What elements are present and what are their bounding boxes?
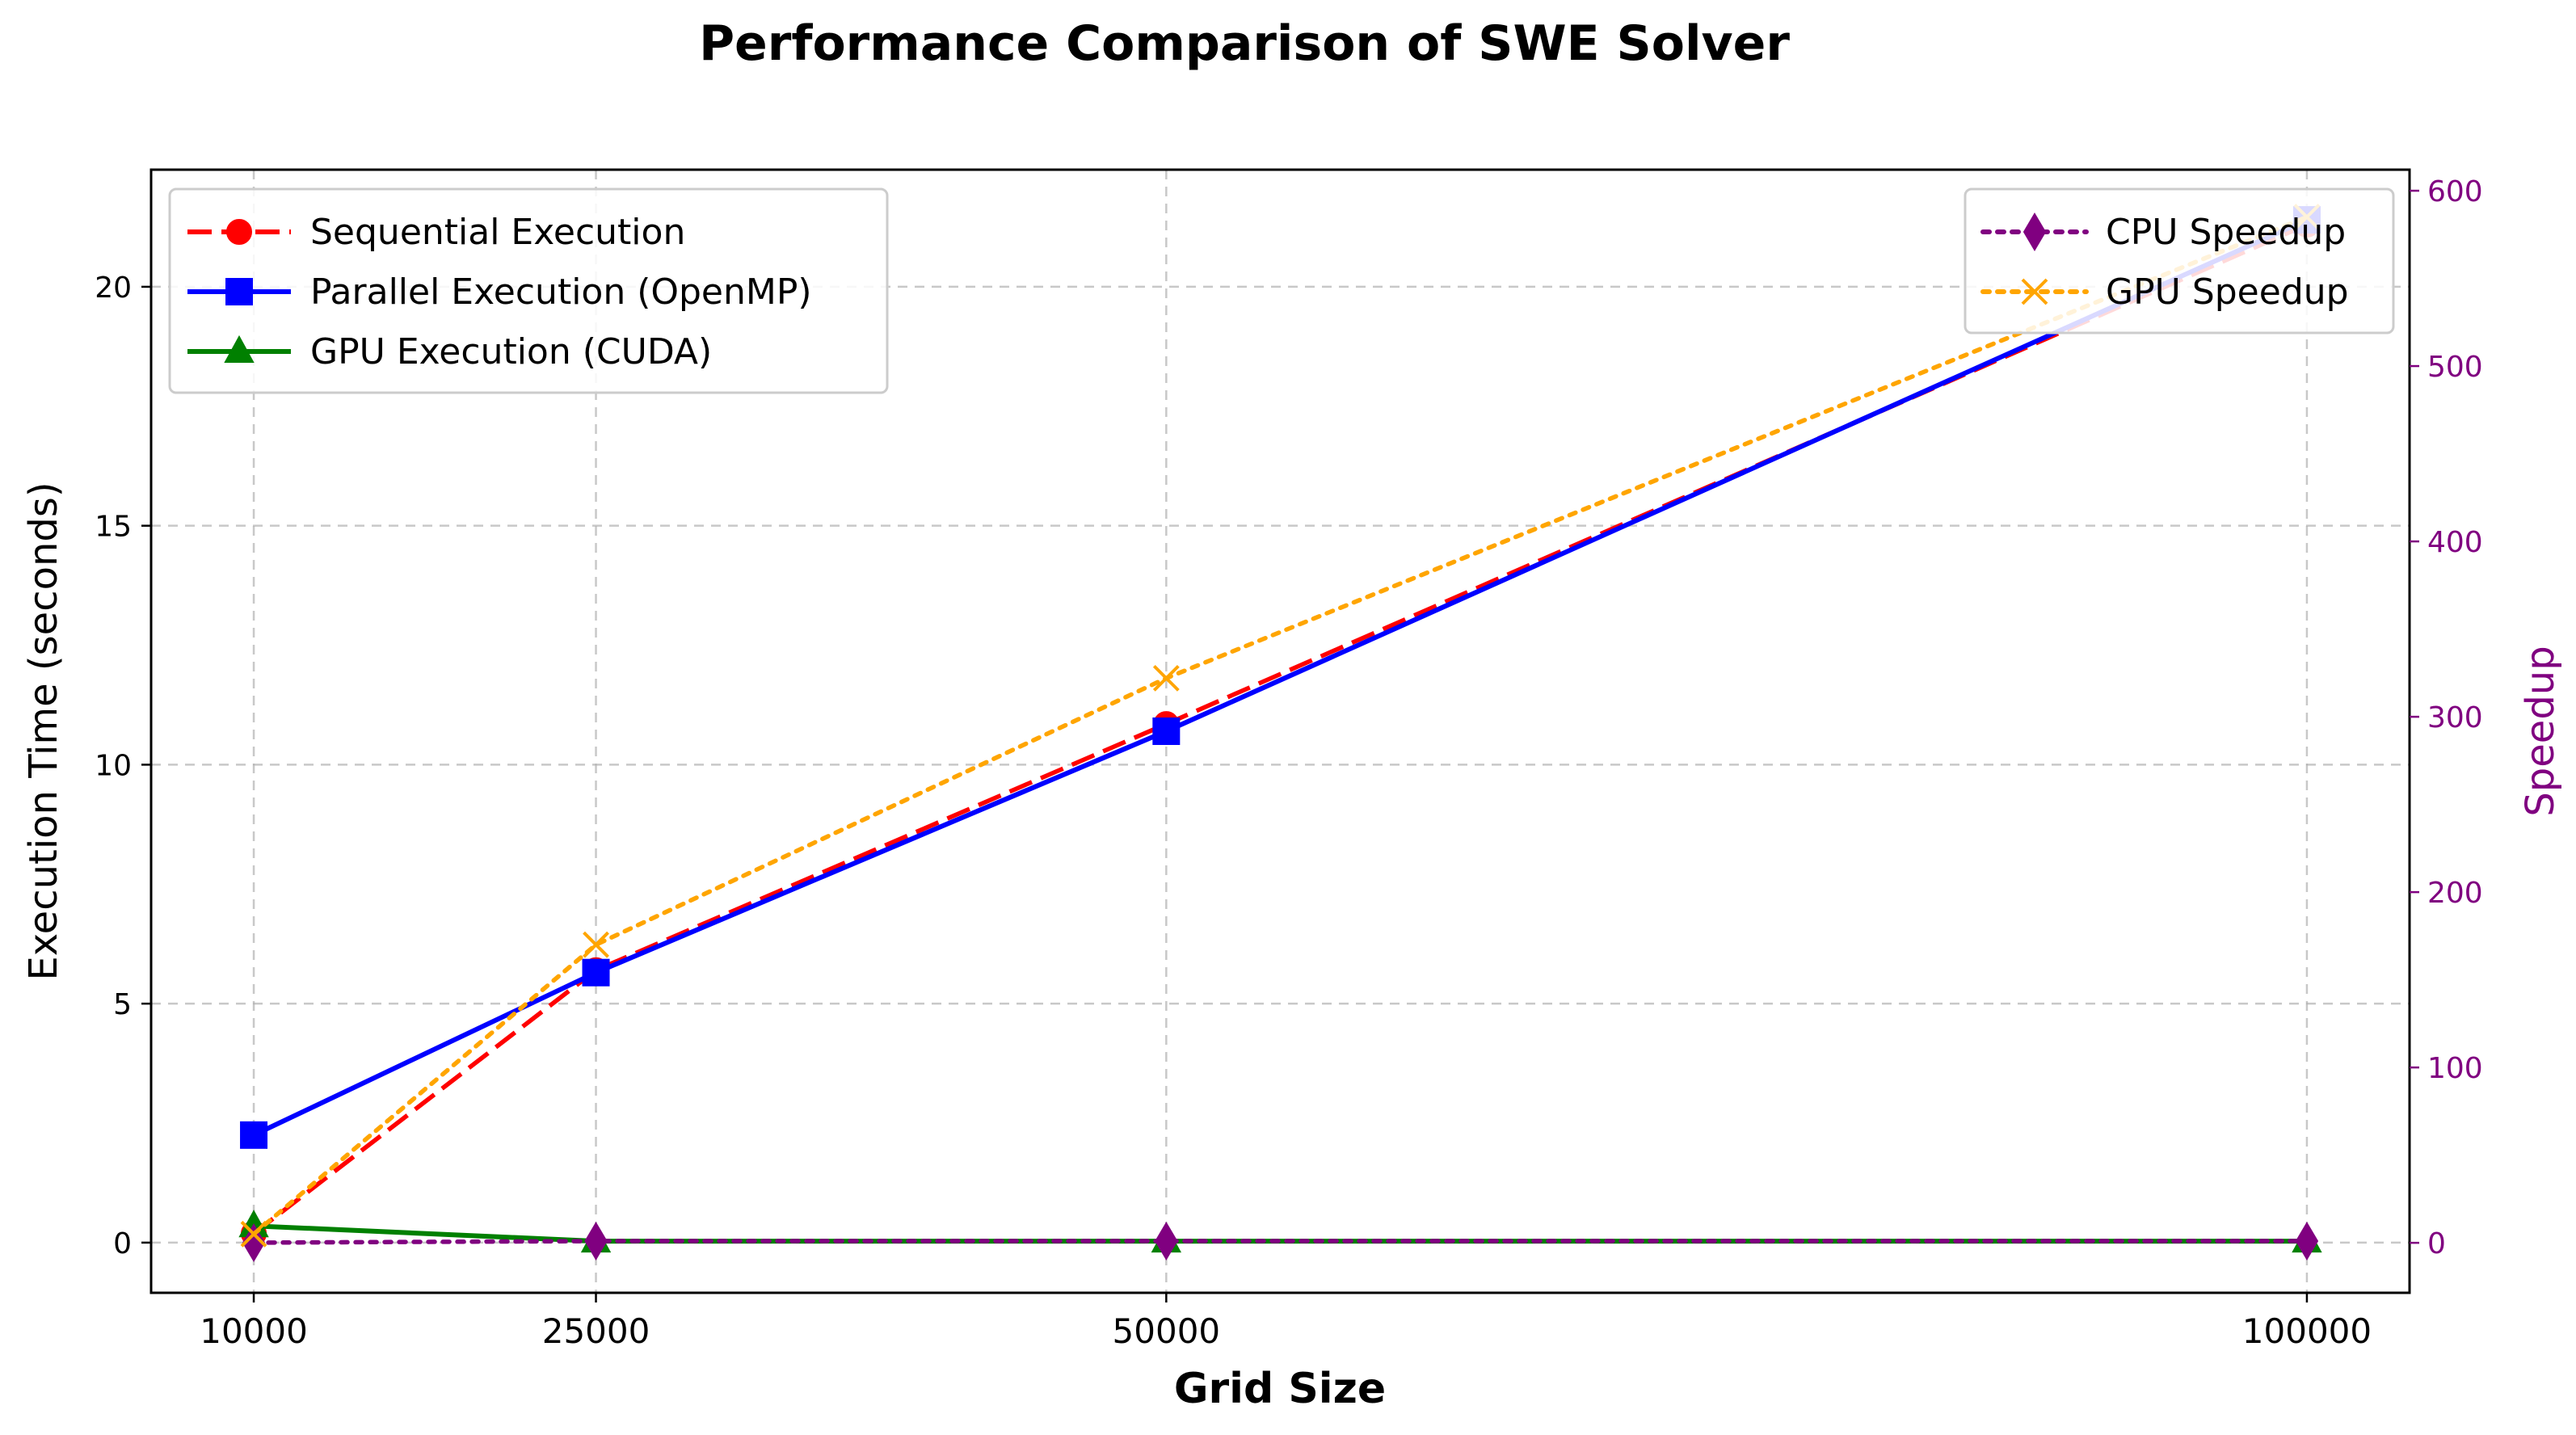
legend-frame bbox=[1964, 187, 2395, 335]
x-axis-label: Grid Size bbox=[1174, 1365, 1386, 1413]
plot-frame bbox=[149, 168, 2411, 1294]
data-point-parallel-execution-openmp bbox=[582, 958, 610, 987]
data-point-cpu-speedup bbox=[1155, 1222, 1178, 1260]
data-point-parallel-execution-openmp bbox=[1152, 718, 1181, 745]
x-tick-label: 25000 bbox=[542, 1311, 650, 1351]
x-axis-ticks: 10000 25000 50000 100000 bbox=[200, 1293, 2372, 1351]
series-gpu-speedup bbox=[240, 204, 2321, 1248]
series-cpu-speedup bbox=[242, 1222, 2319, 1262]
legend-label: Sequential Execution bbox=[310, 212, 685, 253]
data-point-gpu-speedup bbox=[1152, 664, 1180, 692]
y-axis-label: Execution Time (seconds) bbox=[21, 482, 66, 980]
legend-label: GPU Speedup bbox=[2106, 271, 2349, 313]
legend-right: CPU Speedup GPU Speedup bbox=[1964, 187, 2395, 335]
legend-label: Parallel Execution (OpenMP) bbox=[310, 271, 812, 313]
data-point-cpu-speedup bbox=[242, 1223, 266, 1262]
chart-title: Performance Comparison of SWE Solver bbox=[699, 15, 1790, 72]
right-tick-label: 100 bbox=[2427, 1052, 2483, 1085]
legend-label: GPU Execution (CUDA) bbox=[310, 331, 712, 372]
legend-marker bbox=[2021, 278, 2048, 305]
left-tick-label: 10 bbox=[95, 749, 132, 782]
series-gpu-execution-cuda bbox=[238, 1210, 2322, 1253]
legend-entry: GPU Execution (CUDA) bbox=[187, 331, 712, 372]
right-tick-label: 200 bbox=[2427, 877, 2483, 910]
legend-entry: GPU Speedup bbox=[1980, 271, 2349, 313]
legend-frame bbox=[168, 187, 889, 394]
left-tick-label: 5 bbox=[113, 988, 132, 1021]
left-tick-label: 0 bbox=[113, 1227, 132, 1260]
x-tick-label: 100000 bbox=[2242, 1311, 2372, 1351]
data-point-gpu-speedup bbox=[240, 1220, 267, 1248]
legend-entry: CPU Speedup bbox=[1980, 212, 2346, 253]
legend-marker bbox=[226, 219, 252, 245]
left-tick-label: 15 bbox=[95, 511, 132, 544]
plot-series bbox=[238, 204, 2322, 1262]
left-axis-ticks: 0 5 10 15 20 bbox=[95, 271, 151, 1260]
legend-label: CPU Speedup bbox=[2106, 212, 2346, 253]
right-tick-label: 300 bbox=[2427, 701, 2483, 734]
legend-entry: Parallel Execution (OpenMP) bbox=[187, 271, 812, 313]
right-tick-label: 500 bbox=[2427, 351, 2483, 384]
data-point-parallel-execution-openmp bbox=[240, 1121, 268, 1149]
legend-left: Sequential Execution Parallel Execution (… bbox=[168, 187, 889, 394]
right-tick-label: 0 bbox=[2427, 1227, 2446, 1260]
right-axis-label: Speedup bbox=[2518, 646, 2563, 816]
series-line-parallel-execution-openmp bbox=[252, 217, 2309, 1138]
data-point-cpu-speedup bbox=[584, 1222, 608, 1260]
legend-marker bbox=[224, 335, 255, 363]
series-line-gpu-speedup bbox=[251, 214, 2309, 1237]
series-line-cpu-speedup bbox=[251, 1239, 2309, 1245]
data-point-cpu-speedup bbox=[2295, 1222, 2319, 1260]
x-tick-label: 10000 bbox=[200, 1311, 308, 1351]
left-tick-label: 20 bbox=[95, 271, 132, 305]
x-tick-label: 50000 bbox=[1113, 1311, 1221, 1351]
right-axis-ticks: 0 100 200 300 400 500 600 bbox=[2410, 175, 2483, 1260]
right-tick-label: 400 bbox=[2427, 526, 2483, 559]
data-point-gpu-speedup bbox=[583, 931, 609, 958]
right-tick-label: 600 bbox=[2427, 175, 2483, 208]
legend-marker bbox=[225, 278, 253, 305]
legend-marker bbox=[2022, 213, 2047, 251]
legend-entry: Sequential Execution bbox=[187, 212, 685, 253]
